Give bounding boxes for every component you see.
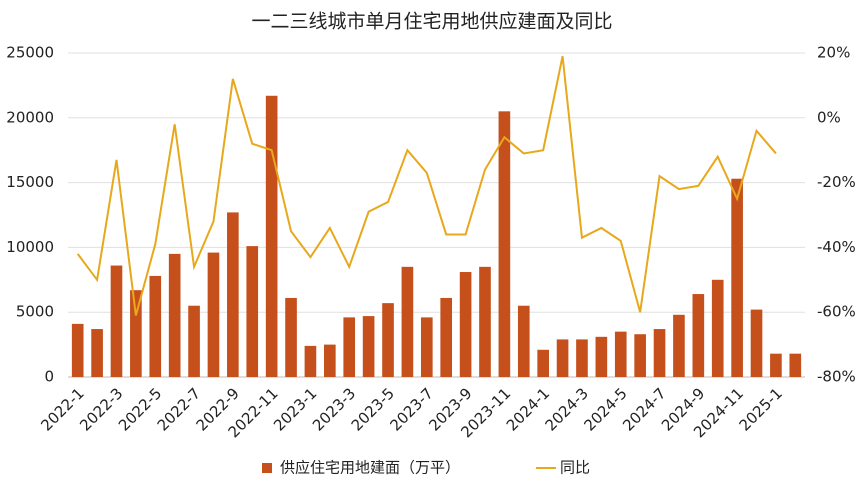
bar	[207, 252, 220, 377]
bar	[420, 317, 433, 377]
y-tick-label: 20000	[6, 108, 54, 126]
bar	[556, 339, 569, 377]
y2-tick-label: -40%	[817, 238, 856, 256]
y2-tick-label: -60%	[817, 303, 856, 321]
y2-tick-label: 20%	[817, 44, 850, 62]
y-tick-label: 10000	[6, 238, 54, 256]
legend-swatch	[262, 463, 272, 473]
bar	[285, 297, 297, 377]
bar	[459, 272, 472, 377]
bar	[227, 212, 239, 377]
bar	[634, 334, 646, 377]
bar	[537, 349, 549, 377]
y-tick-label: 5000	[16, 303, 54, 321]
bar	[576, 339, 588, 377]
chart-title: 一二三线城市单月住宅用地供应建面及同比	[251, 11, 612, 33]
bar	[770, 353, 782, 377]
bar	[71, 323, 84, 377]
bar	[711, 279, 724, 377]
bar	[324, 344, 336, 377]
y2-tick-label: -20%	[817, 173, 856, 191]
bar	[168, 253, 181, 377]
y-tick-label: 0	[44, 368, 54, 386]
y-tick-label: 15000	[6, 173, 54, 191]
bar	[750, 309, 763, 377]
y-tick-label: 25000	[6, 44, 54, 62]
bar	[498, 111, 511, 377]
legend-label: 供应住宅用地建面（万平）	[280, 459, 460, 477]
line	[76, 56, 777, 316]
bar	[731, 178, 743, 377]
bar	[692, 294, 705, 377]
bar	[517, 305, 530, 377]
bar	[614, 331, 627, 377]
bar	[653, 329, 666, 377]
bar	[479, 266, 491, 377]
bar	[265, 95, 278, 377]
bar	[673, 314, 685, 377]
bar	[789, 353, 802, 377]
y2-tick-label: 0%	[817, 108, 841, 126]
bar	[304, 345, 317, 377]
bar	[188, 305, 200, 377]
bar	[595, 336, 608, 377]
legend-label: 同比	[560, 459, 590, 477]
bar	[401, 266, 414, 377]
bar	[440, 297, 453, 377]
bar	[130, 290, 142, 377]
bar	[343, 317, 356, 377]
bar	[362, 316, 375, 377]
bar	[149, 275, 162, 377]
bar	[246, 246, 259, 377]
bar	[382, 303, 394, 377]
bar	[110, 265, 123, 377]
bar	[91, 329, 103, 377]
y2-tick-label: -80%	[817, 368, 856, 386]
x-tick-label: 2025-1	[736, 384, 786, 434]
